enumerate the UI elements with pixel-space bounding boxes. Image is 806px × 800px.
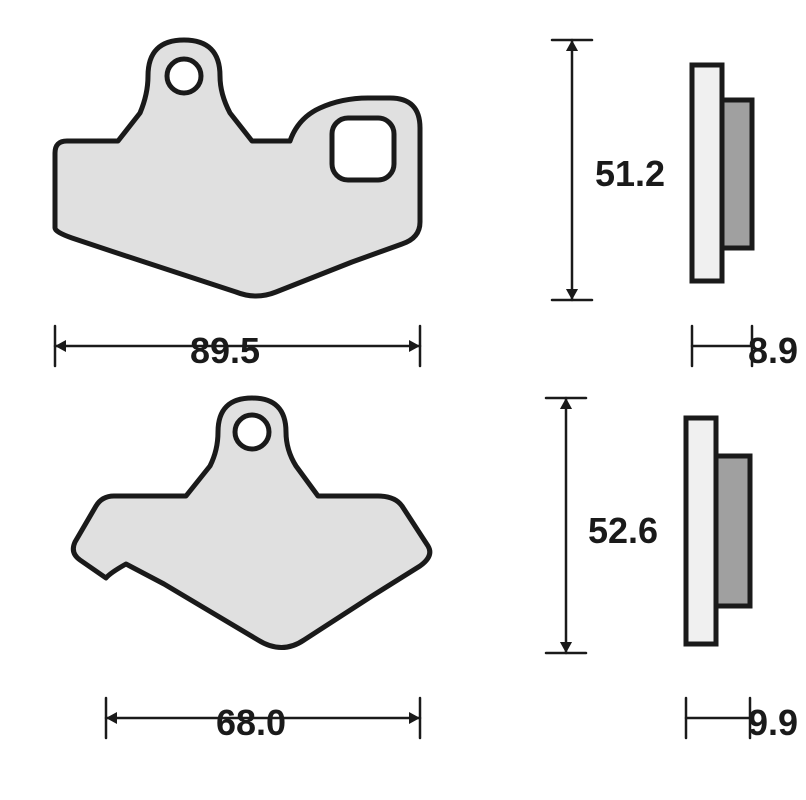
dim-top-height: 51.2 [595, 153, 665, 195]
dim-bot-width: 68.0 [216, 702, 286, 744]
dim-bot-thick: 9.9 [748, 702, 798, 744]
diagram-svg [0, 0, 806, 800]
dim-top-width: 89.5 [190, 330, 260, 372]
dim-bot-height: 52.6 [588, 510, 658, 552]
dim-top-thick: 8.9 [748, 330, 798, 372]
diagram-container: 51.2 89.5 8.9 52.6 68.0 9.9 [0, 0, 806, 800]
